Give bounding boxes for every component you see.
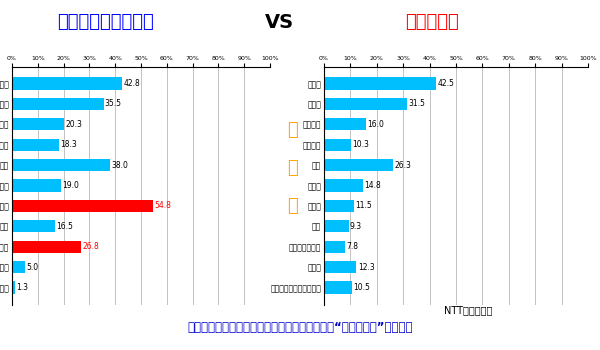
Bar [12,77,122,90]
Bar [12,180,61,191]
Text: 11.5: 11.5 [356,201,373,210]
Text: 26.8: 26.8 [82,242,99,251]
Text: VS: VS [265,13,293,32]
Text: 5.0: 5.0 [26,262,38,272]
Text: 38.0: 38.0 [112,161,128,170]
Text: 31.5: 31.5 [409,99,425,108]
Bar [324,180,363,191]
Text: 元: 元 [287,197,298,216]
Bar [324,77,436,90]
Bar [324,281,352,294]
Bar [324,159,394,171]
Text: 42.5: 42.5 [437,79,454,88]
Bar [12,261,25,273]
Bar [12,240,81,253]
Text: 16.5: 16.5 [56,222,73,231]
Text: 贈りたい物: 贈りたい物 [405,13,459,31]
Text: お: お [287,120,298,139]
Text: 10.5: 10.5 [353,283,370,292]
Text: 54.8: 54.8 [155,201,172,210]
Text: 18.3: 18.3 [61,140,77,149]
Text: 20.3: 20.3 [65,120,83,129]
Bar [324,118,366,131]
Text: 12.3: 12.3 [358,262,374,272]
Bar [12,220,55,232]
Text: 16.0: 16.0 [368,120,385,129]
Text: 1.3: 1.3 [17,283,29,292]
Bar [324,200,355,212]
Text: 7.8: 7.8 [346,242,358,251]
Text: 35.5: 35.5 [105,99,122,108]
Text: 貰って嫁しい贈り物: 貰って嫁しい贈り物 [56,13,154,31]
Text: 14.8: 14.8 [364,181,381,190]
Bar [324,220,349,232]
Bar [12,118,64,131]
Bar [12,139,59,151]
Text: 中: 中 [287,159,298,177]
Text: NTT西日本調べ: NTT西日本調べ [444,305,492,315]
Bar [324,261,356,273]
Bar [324,240,344,253]
Text: 26.3: 26.3 [395,161,412,170]
Bar [12,200,154,212]
Bar [12,98,104,110]
Bar [324,139,351,151]
Text: 19.0: 19.0 [62,181,79,190]
Text: 10.3: 10.3 [353,140,370,149]
Text: 9.3: 9.3 [350,222,362,231]
Bar [12,159,110,171]
Text: 「贈りたいもの」と「もらいたいもの」に潜む“認識のズレ”が判明！: 「贈りたいもの」と「もらいたいもの」に潜む“認識のズレ”が判明！ [187,321,413,334]
Bar [324,98,407,110]
Text: 42.8: 42.8 [124,79,140,88]
Bar [12,281,16,294]
